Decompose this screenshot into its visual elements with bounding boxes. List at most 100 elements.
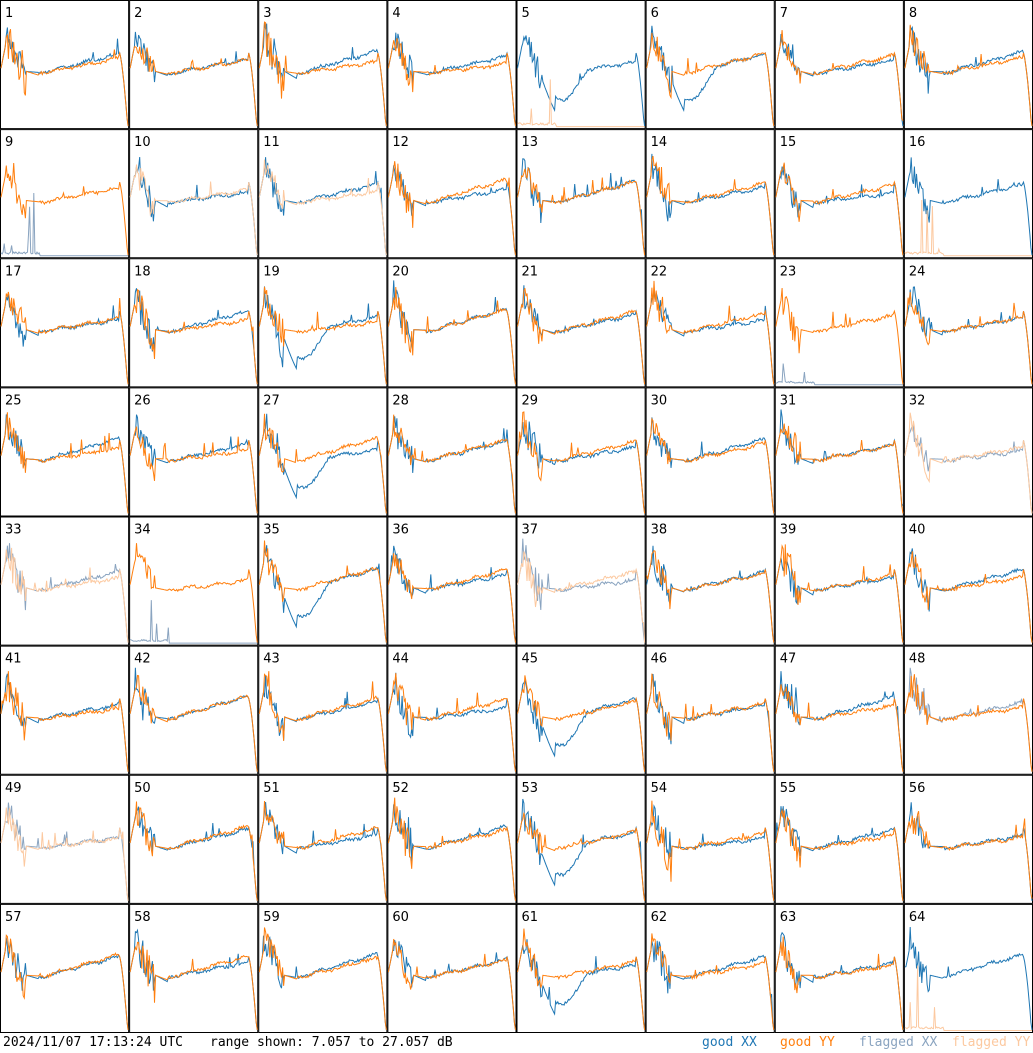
spectrum-tile-1: 1 [0,0,130,130]
tile-frame [129,387,259,517]
tile-frame [516,903,646,1033]
tile-label: 47 [780,652,797,667]
series-yy-45 [517,675,646,772]
spectrum-tile-12: 12 [387,129,517,259]
tile-label: 61 [522,910,539,925]
spectrum-tile-13: 13 [516,129,646,259]
series-yy-11 [258,159,387,256]
series-yy-36 [387,553,516,643]
series-xx-34 [129,600,258,644]
series-xx-62 [646,940,775,1030]
spectrum-tile-28: 28 [387,387,517,517]
tile-label: 11 [263,135,280,150]
spectrum-tile-18: 18 [129,258,259,388]
spectrum-tile-55: 55 [774,774,904,904]
tile-label: 59 [263,910,280,925]
series-yy-26 [129,426,258,514]
series-xx-44 [387,672,516,772]
tile-label: 12 [392,135,409,150]
tile-frame [0,903,130,1033]
tile-frame [903,129,1033,259]
tile-frame [774,129,904,259]
series-xx-64 [904,926,1033,1030]
spectrum-tile-63: 63 [774,903,904,1033]
spectrum-tile-11: 11 [258,129,388,259]
tile-label: 17 [5,264,22,279]
tile-label: 32 [909,393,926,408]
spectrum-tile-42: 42 [129,645,259,775]
series-yy-62 [646,933,775,1030]
series-yy-46 [646,673,775,772]
series-yy-53 [517,812,646,901]
spectrum-tile-21: 21 [516,258,646,388]
tile-frame [645,903,775,1033]
tile-label: 19 [263,264,280,279]
spectrum-tile-19: 19 [258,258,388,388]
spectrum-tile-38: 38 [645,516,775,646]
spectrum-tile-50: 50 [129,774,259,904]
spectrum-tile-39: 39 [774,516,904,646]
spectrum-tile-23: 23 [774,258,904,388]
series-yy-25 [0,412,129,514]
series-yy-60 [387,938,516,1030]
tile-frame [387,387,517,517]
spectrum-tile-48: 48 [903,645,1033,775]
spectrum-tile-2: 2 [129,0,259,130]
series-yy-59 [258,927,387,1030]
series-xx-53 [517,798,646,901]
tile-label: 56 [909,781,926,796]
tile-label: 35 [263,523,280,538]
series-yy-21 [517,288,646,385]
spectrum-tile-41: 41 [0,645,130,775]
series-xx-27 [258,413,387,514]
series-yy-61 [517,928,646,1030]
series-yy-14 [646,155,775,256]
series-yy-42 [129,674,258,772]
spectrum-tile-3: 3 [258,0,388,130]
series-xx-16 [904,157,1033,256]
spectrum-tile-17: 17 [0,258,130,388]
series-yy-23 [775,287,904,385]
tile-label: 51 [263,781,280,796]
spectrum-tile-4: 4 [387,0,517,130]
spectrum-tile-31: 31 [774,387,904,517]
tile-label: 6 [651,6,659,21]
series-xx-22 [646,291,775,385]
series-yy-40 [904,551,1033,643]
series-yy-57 [0,934,129,1030]
series-yy-22 [646,280,775,385]
series-xx-23 [775,363,903,386]
tile-frame [645,516,775,646]
series-xx-40 [904,548,1033,643]
series-yy-18 [129,288,258,385]
series-xx-37 [517,538,646,643]
series-yy-16 [904,199,1032,257]
tile-label: 31 [780,393,797,408]
series-xx-11 [258,157,387,256]
series-yy-9 [0,162,129,256]
series-yy-27 [258,413,387,514]
spectrum-tile-22: 22 [645,258,775,388]
spectrum-tile-61: 61 [516,903,646,1033]
series-yy-47 [775,684,904,772]
series-yy-35 [258,540,387,643]
tile-label: 25 [5,393,22,408]
series-yy-64 [904,965,1032,1031]
series-yy-39 [775,544,904,643]
spectrum-tile-47: 47 [774,645,904,775]
spectrum-tile-56: 56 [903,774,1033,904]
series-yy-12 [387,161,516,256]
series-xx-9 [0,192,129,257]
tile-label: 2 [134,6,142,21]
series-xx-19 [258,286,387,385]
series-yy-20 [387,286,516,385]
series-yy-13 [517,167,646,256]
tile-frame [0,129,130,259]
spectrum-tile-59: 59 [258,903,388,1033]
tile-label: 4 [392,6,400,21]
legend-flagged-xx: flagged XX [859,1035,938,1050]
series-yy-32 [904,412,1033,514]
tile-label: 5 [522,6,530,21]
tile-frame [774,0,904,130]
